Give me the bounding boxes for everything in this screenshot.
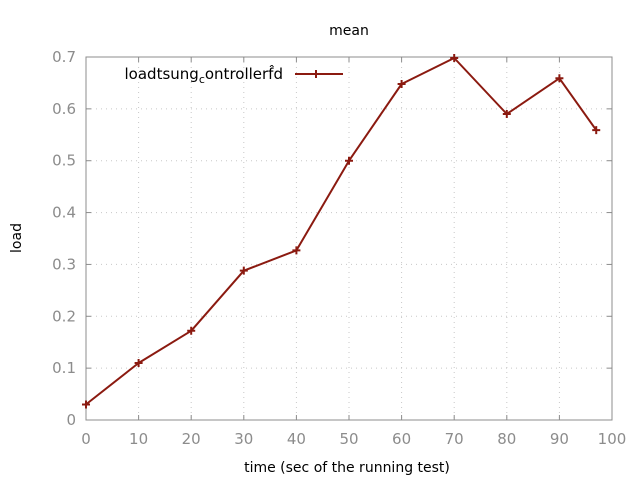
axis-ticks xyxy=(85,56,613,421)
data-point-marker xyxy=(592,126,601,135)
y-tick-label: 0.1 xyxy=(52,359,76,377)
y-tick-label: 0.4 xyxy=(52,204,76,222)
y-tick-labels: 0 0.1 0.2 0.3 0.4 0.5 0.6 0.7 xyxy=(52,48,76,429)
y-tick-label: 0.5 xyxy=(52,152,76,170)
legend-marker xyxy=(312,70,320,78)
legend-label-rest: ontrollerf̂d xyxy=(205,64,283,83)
grid-lines xyxy=(86,57,612,420)
legend-label-subscript: c xyxy=(199,73,205,86)
data-point-marker xyxy=(450,54,459,63)
x-tick-label: 0 xyxy=(81,430,91,448)
data-point-marker xyxy=(397,79,406,88)
x-tick-labels: 0 10 20 30 40 50 60 70 80 90 100 xyxy=(81,430,626,448)
x-tick-label: 100 xyxy=(598,430,627,448)
x-tick-label: 80 xyxy=(497,430,516,448)
data-point-marker xyxy=(345,156,353,165)
y-tick-label: 0.2 xyxy=(52,307,76,325)
x-tick-label: 70 xyxy=(445,430,464,448)
x-tick-label: 50 xyxy=(339,430,358,448)
y-axis-label: load xyxy=(9,223,25,253)
x-tick-label: 60 xyxy=(392,430,411,448)
chart-title: mean xyxy=(329,23,369,39)
data-point-marker xyxy=(555,74,564,83)
data-point-marker xyxy=(292,246,301,255)
x-tick-label: 90 xyxy=(550,430,569,448)
data-point-marker xyxy=(187,326,196,335)
series-line xyxy=(85,57,598,406)
legend-entry-label: loadtsungcontrollerf̂d xyxy=(125,64,283,86)
x-tick-label: 40 xyxy=(287,430,306,448)
data-point-marker xyxy=(134,358,143,367)
plot-frame xyxy=(85,56,613,421)
data-point-marker xyxy=(502,110,511,119)
y-tick-label: 0 xyxy=(66,411,76,429)
x-tick-label: 20 xyxy=(182,430,201,448)
y-tick-label: 0.3 xyxy=(52,255,76,273)
data-point-marker xyxy=(239,266,248,275)
y-tick-label: 0.6 xyxy=(52,100,76,118)
legend: loadtsungcontrollerf̂d xyxy=(125,64,343,86)
legend-label-main: loadtsung xyxy=(125,65,199,83)
x-tick-label: 10 xyxy=(129,430,148,448)
x-tick-label: 30 xyxy=(234,430,253,448)
y-tick-label: 0.7 xyxy=(52,48,76,66)
series-group xyxy=(82,54,601,409)
data-point-marker xyxy=(82,400,90,409)
x-axis-label: time (sec of the running test) xyxy=(244,460,450,476)
